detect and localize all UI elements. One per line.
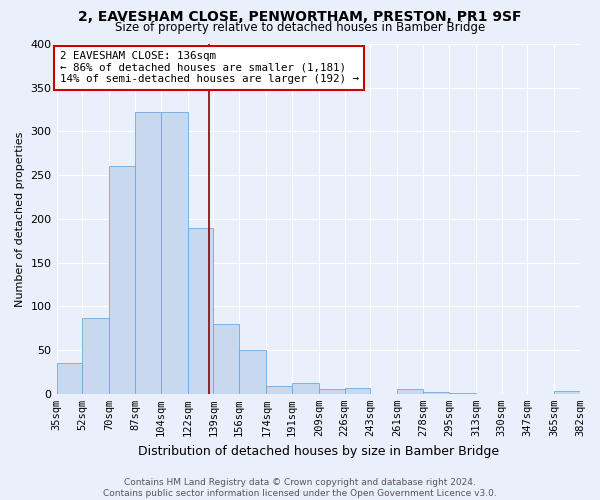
X-axis label: Distribution of detached houses by size in Bamber Bridge: Distribution of detached houses by size …: [138, 444, 499, 458]
Bar: [449, 393, 476, 394]
Bar: [292, 384, 319, 394]
Bar: [554, 391, 580, 394]
Bar: [109, 166, 135, 394]
Text: 2, EAVESHAM CLOSE, PENWORTHAM, PRESTON, PR1 9SF: 2, EAVESHAM CLOSE, PENWORTHAM, PRESTON, …: [78, 10, 522, 24]
Text: 2 EAVESHAM CLOSE: 136sqm
← 86% of detached houses are smaller (1,181)
14% of sem: 2 EAVESHAM CLOSE: 136sqm ← 86% of detach…: [59, 51, 359, 84]
Bar: [397, 388, 423, 394]
Bar: [188, 228, 214, 394]
Bar: [344, 388, 370, 394]
Text: Contains HM Land Registry data © Crown copyright and database right 2024.
Contai: Contains HM Land Registry data © Crown c…: [103, 478, 497, 498]
Bar: [82, 318, 109, 394]
Y-axis label: Number of detached properties: Number of detached properties: [15, 131, 25, 306]
Bar: [423, 392, 449, 394]
Bar: [135, 112, 161, 394]
Bar: [239, 350, 266, 394]
Bar: [214, 324, 239, 394]
Text: Size of property relative to detached houses in Bamber Bridge: Size of property relative to detached ho…: [115, 21, 485, 34]
Bar: [319, 390, 344, 394]
Bar: [266, 386, 292, 394]
Bar: [56, 363, 82, 394]
Bar: [161, 112, 188, 394]
